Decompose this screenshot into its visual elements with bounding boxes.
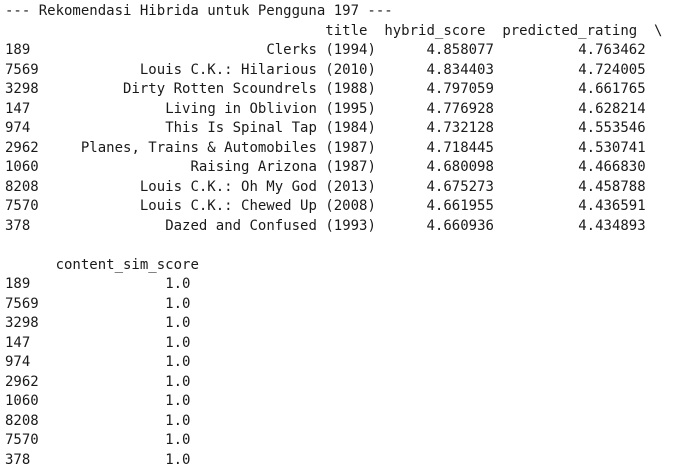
table-row: 8208 Louis C.K.: Oh My God (2013) 4.6752… bbox=[5, 179, 646, 195]
row-title: Living in Oblivion (1995) bbox=[165, 100, 376, 117]
table-row: 7570 Louis C.K.: Chewed Up (2008) 4.6619… bbox=[5, 198, 646, 214]
row-index: 189 bbox=[5, 276, 31, 292]
row-content-sim-score: 1.0 bbox=[165, 373, 191, 390]
row-index: 1060 bbox=[5, 159, 39, 175]
table-row: 7570 1.0 bbox=[5, 432, 190, 448]
column-header-hybrid-score: hybrid_score bbox=[384, 22, 486, 39]
row-index: 7570 bbox=[5, 432, 39, 448]
row-index: 1060 bbox=[5, 393, 39, 409]
row-content-sim-score: 1.0 bbox=[165, 315, 191, 331]
row-content-sim-score: 1.0 bbox=[165, 295, 191, 312]
table-row: 189 Clerks (1994) 4.858077 4.763462 bbox=[5, 42, 646, 58]
row-predicted-rating: 4.724005 bbox=[578, 61, 646, 78]
table-row: 3298 1.0 bbox=[5, 315, 190, 331]
table-row: 147 1.0 bbox=[5, 335, 190, 351]
table2-header-row: content_sim_score bbox=[5, 257, 199, 273]
row-index: 974 bbox=[5, 120, 31, 136]
row-index: 2962 bbox=[5, 373, 39, 390]
line-continuation-marker: \ bbox=[654, 22, 663, 39]
row-title: This Is Spinal Tap (1984) bbox=[165, 120, 376, 136]
console-output: --- Rekomendasi Hibrida untuk Pengguna 1… bbox=[5, 2, 662, 470]
row-title: Dirty Rotten Scoundrels (1988) bbox=[123, 81, 376, 97]
row-index: 189 bbox=[5, 42, 31, 58]
table-row: 3298 Dirty Rotten Scoundrels (1988) 4.79… bbox=[5, 81, 646, 97]
table-row: 2962 Planes, Trains & Automobiles (1987)… bbox=[5, 140, 646, 156]
row-index: 378 bbox=[5, 451, 31, 468]
table-row: 1060 1.0 bbox=[5, 393, 190, 409]
column-header-title: title bbox=[325, 22, 368, 39]
row-predicted-rating: 4.763462 bbox=[578, 42, 646, 58]
row-predicted-rating: 4.434893 bbox=[578, 217, 646, 234]
table2-body: 189 1.0 7569 1.0 3298 1.0 147 1.0 974 1.… bbox=[5, 276, 190, 468]
row-predicted-rating: 4.628214 bbox=[578, 100, 646, 117]
row-index: 974 bbox=[5, 354, 31, 370]
table-row: 974 1.0 bbox=[5, 354, 190, 370]
row-index: 3298 bbox=[5, 81, 39, 97]
output-header: --- Rekomendasi Hibrida untuk Pengguna 1… bbox=[5, 3, 393, 19]
row-predicted-rating: 4.553546 bbox=[578, 120, 646, 136]
table-row: 189 1.0 bbox=[5, 276, 190, 292]
row-title: Louis C.K.: Oh My God (2013) bbox=[139, 178, 376, 195]
index-header-spacer bbox=[5, 23, 39, 39]
row-predicted-rating: 4.466830 bbox=[578, 159, 646, 175]
row-hybrid-score: 4.776928 bbox=[426, 100, 494, 117]
row-content-sim-score: 1.0 bbox=[165, 451, 191, 468]
row-title: Louis C.K.: Hilarious (2010) bbox=[139, 61, 376, 78]
table-row: 378 1.0 bbox=[5, 452, 190, 468]
row-index: 378 bbox=[5, 217, 31, 234]
row-content-sim-score: 1.0 bbox=[165, 354, 191, 370]
row-content-sim-score: 1.0 bbox=[165, 432, 191, 448]
blank-line bbox=[5, 237, 13, 253]
row-title: Louis C.K.: Chewed Up (2008) bbox=[139, 198, 376, 214]
row-title: Raising Arizona (1987) bbox=[190, 159, 376, 175]
row-index: 147 bbox=[5, 334, 31, 351]
row-hybrid-score: 4.661955 bbox=[426, 198, 494, 214]
row-hybrid-score: 4.834403 bbox=[426, 61, 494, 78]
row-index: 3298 bbox=[5, 315, 39, 331]
row-content-sim-score: 1.0 bbox=[165, 276, 191, 292]
row-hybrid-score: 4.660936 bbox=[426, 217, 494, 234]
row-predicted-rating: 4.661765 bbox=[578, 81, 646, 97]
row-index: 8208 bbox=[5, 178, 39, 195]
table1-body: 189 Clerks (1994) 4.858077 4.763462 7569… bbox=[5, 42, 646, 234]
row-predicted-rating: 4.458788 bbox=[578, 178, 646, 195]
row-index: 7570 bbox=[5, 198, 39, 214]
row-hybrid-score: 4.858077 bbox=[426, 42, 494, 58]
table-row: 7569 1.0 bbox=[5, 296, 190, 312]
row-title: Dazed and Confused (1993) bbox=[165, 217, 376, 234]
row-content-sim-score: 1.0 bbox=[165, 393, 191, 409]
row-title: Clerks (1994) bbox=[266, 42, 376, 58]
row-index: 7569 bbox=[5, 295, 39, 312]
table-row: 378 Dazed and Confused (1993) 4.660936 4… bbox=[5, 218, 646, 234]
row-hybrid-score: 4.680098 bbox=[426, 159, 494, 175]
row-index: 147 bbox=[5, 100, 31, 117]
row-content-sim-score: 1.0 bbox=[165, 412, 191, 429]
row-hybrid-score: 4.797059 bbox=[426, 81, 494, 97]
row-index: 7569 bbox=[5, 61, 39, 78]
table-row: 147 Living in Oblivion (1995) 4.776928 4… bbox=[5, 101, 646, 117]
row-predicted-rating: 4.530741 bbox=[578, 139, 646, 156]
row-hybrid-score: 4.732128 bbox=[426, 120, 494, 136]
row-hybrid-score: 4.718445 bbox=[426, 139, 494, 156]
table-row: 1060 Raising Arizona (1987) 4.680098 4.4… bbox=[5, 159, 646, 175]
row-predicted-rating: 4.436591 bbox=[578, 198, 646, 214]
row-index: 2962 bbox=[5, 139, 39, 156]
table-row: 974 This Is Spinal Tap (1984) 4.732128 4… bbox=[5, 120, 646, 136]
column-header-content-sim-score: content_sim_score bbox=[55, 256, 199, 273]
table-row: 8208 1.0 bbox=[5, 413, 190, 429]
row-index: 8208 bbox=[5, 412, 39, 429]
table-row: 2962 1.0 bbox=[5, 374, 190, 390]
table-row: 7569 Louis C.K.: Hilarious (2010) 4.8344… bbox=[5, 62, 646, 78]
table1-header-row: title hybrid_score predicted_rating \ bbox=[5, 23, 662, 39]
column-header-predicted-rating: predicted_rating bbox=[502, 22, 638, 39]
row-title: Planes, Trains & Automobiles (1987) bbox=[80, 139, 376, 156]
row-hybrid-score: 4.675273 bbox=[426, 178, 494, 195]
row-content-sim-score: 1.0 bbox=[165, 334, 191, 351]
